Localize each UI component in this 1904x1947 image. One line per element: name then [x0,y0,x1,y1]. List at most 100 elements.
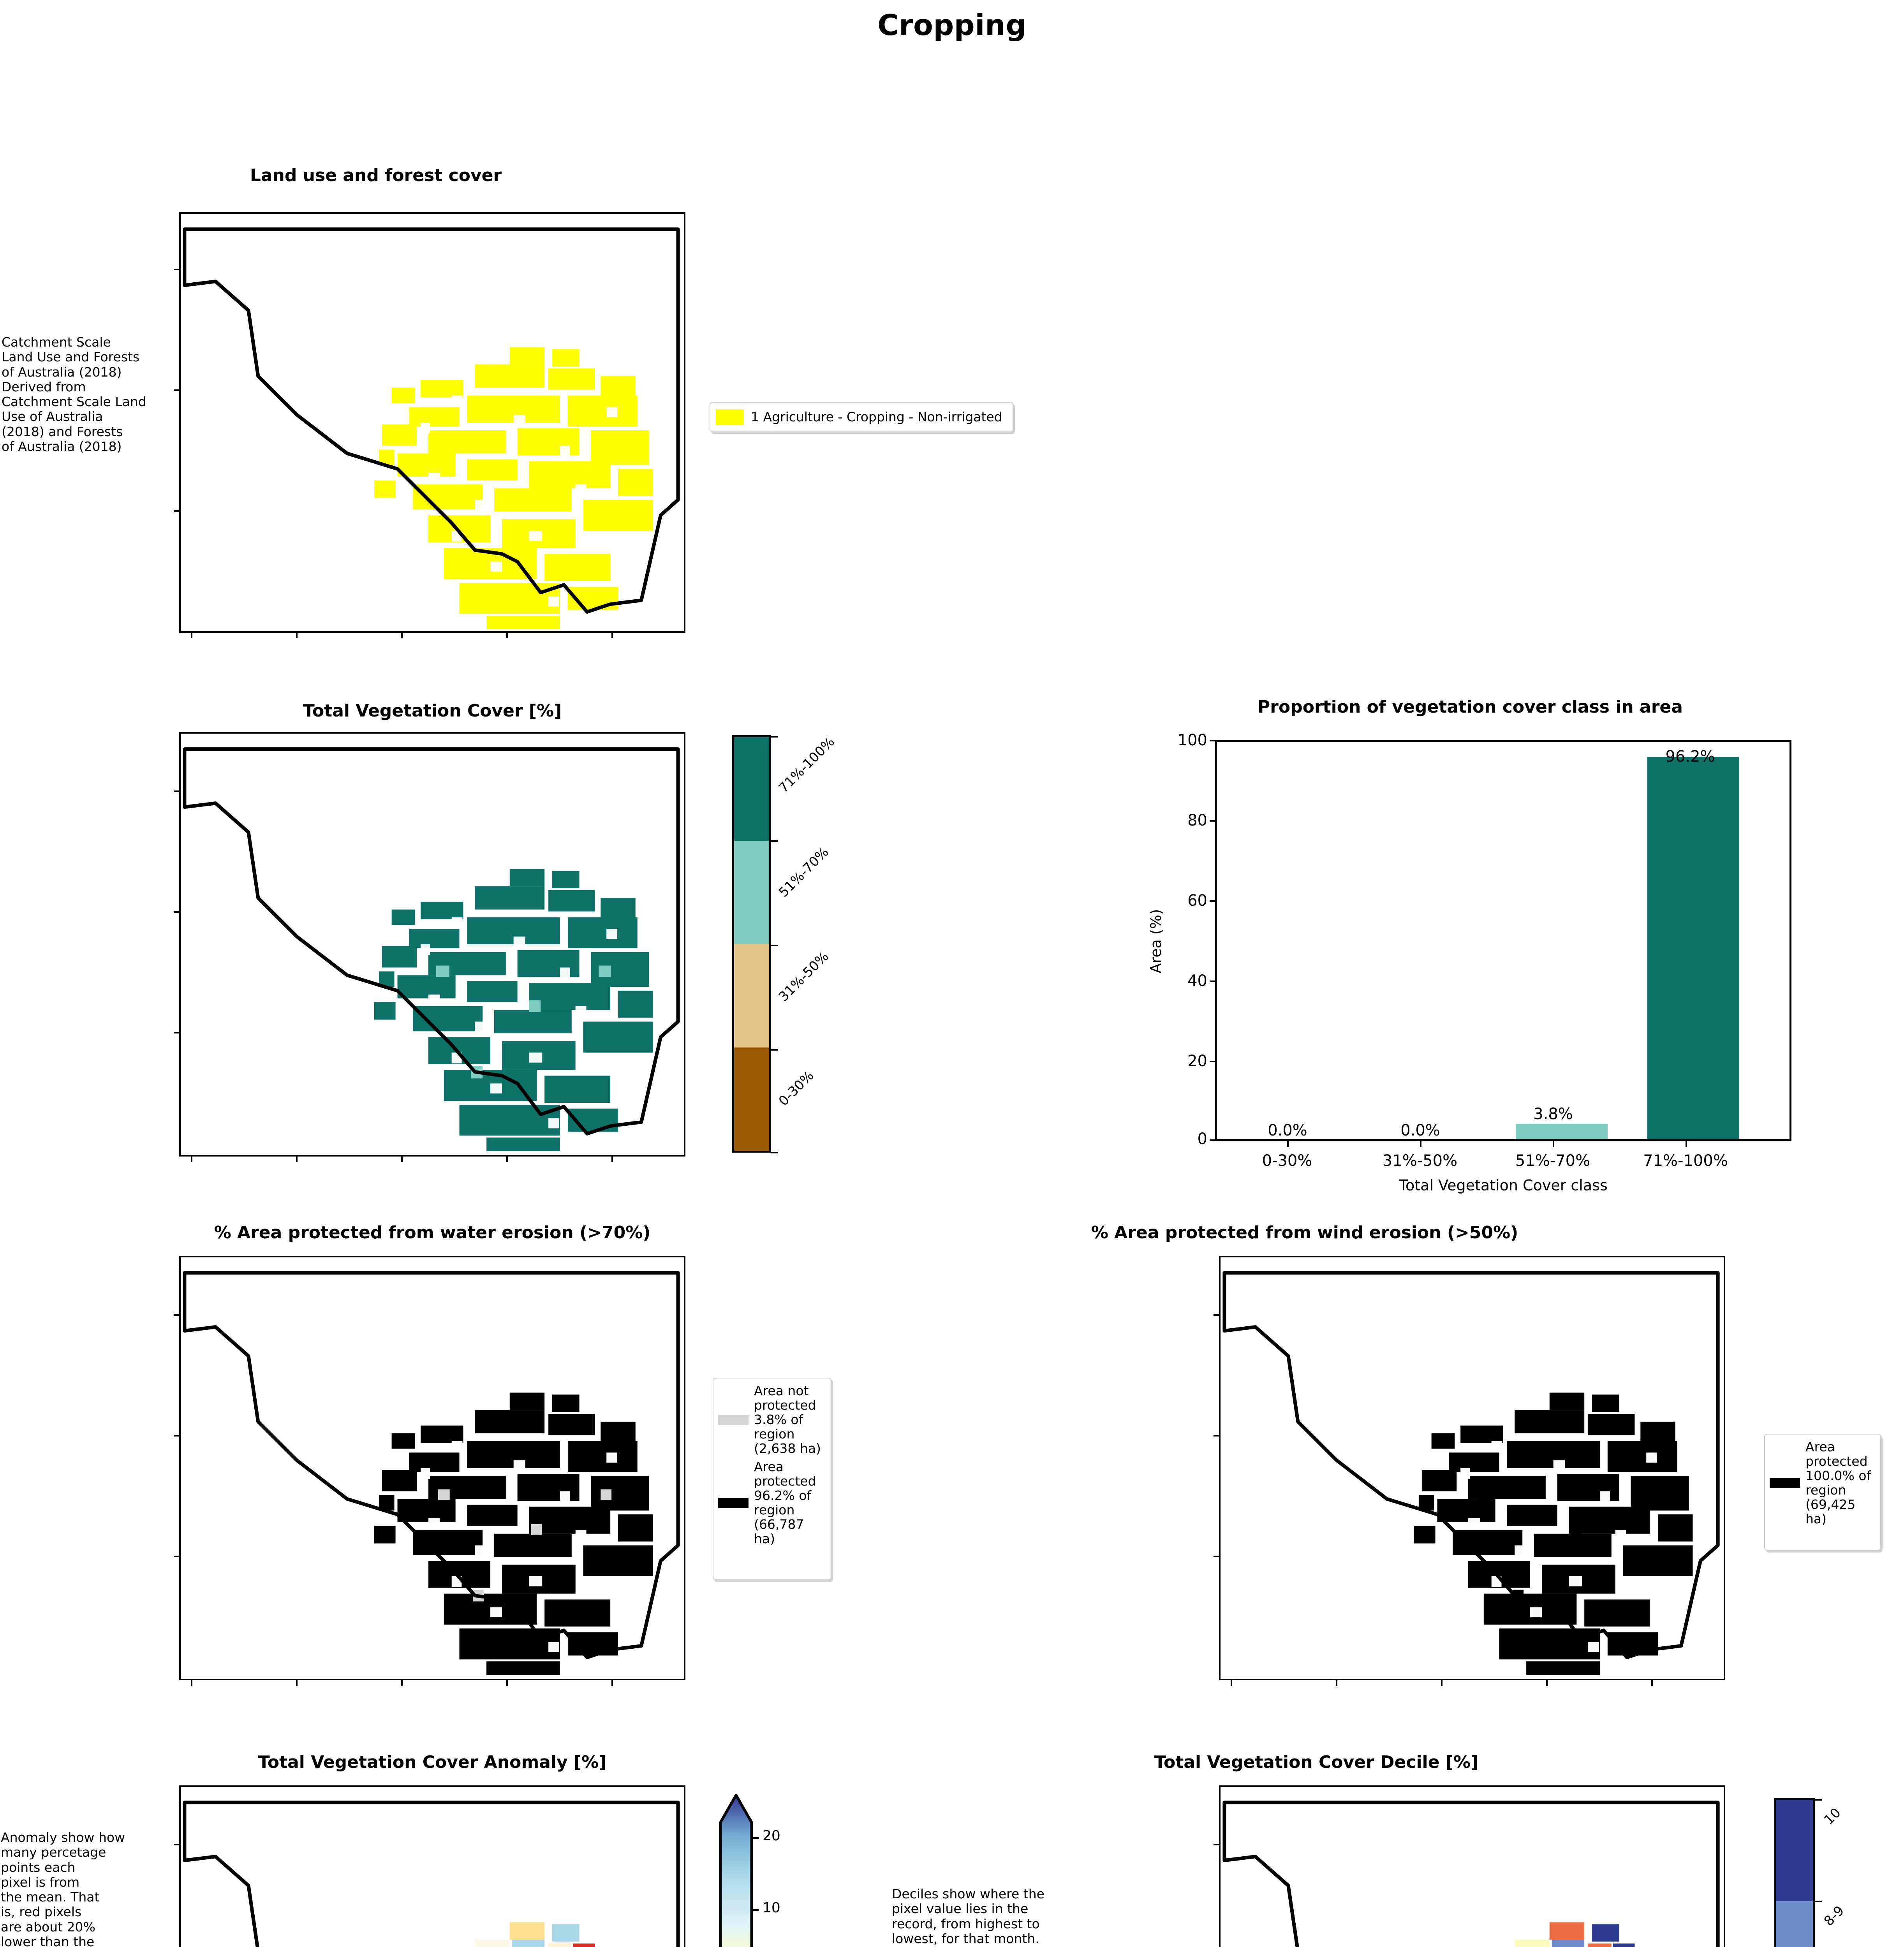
map-wind-erosion[interactable] [1219,1256,1725,1680]
axis-tick [1336,1680,1337,1686]
map-water-erosion-svg [183,1271,680,1675]
legend-label-not-protected: Area not protected 3.8% of region (2,638… [754,1383,821,1456]
ytick-label-40: 40 [1187,972,1207,990]
legend-land-use[interactable]: 1 Agriculture - Cropping - Non-irrigated [710,402,1013,432]
cbar-tick [771,840,778,842]
xtick-label-0-30: 0-30% [1262,1152,1312,1170]
cbar-tick [752,1909,759,1911]
chart-xlabel: Total Vegetation Cover class [1399,1177,1608,1194]
cbar-label-anomaly-10: 10 [763,1900,780,1916]
axis-tick [1231,1680,1232,1686]
ytick-label-0: 0 [1197,1130,1207,1148]
cbar-tick [771,945,778,946]
land-use-caption: Catchment Scale Land Use and Forests of … [2,334,146,454]
legend-label-protected: Area protected 96.2% of region (66,787 h… [754,1459,816,1546]
axis-tick [191,1680,192,1686]
axis-tick [174,1032,179,1033]
cbar-tick [771,736,778,738]
cbar-tick [752,1837,759,1839]
legend-wind-erosion[interactable]: Area protected 100.0% of region (69,425 … [1764,1434,1881,1551]
axis-tick [191,1157,192,1162]
bar-label-71-100: 96.2% [1665,748,1715,766]
cbar-segment-31-50 [734,944,769,1047]
colorbar-anomaly[interactable] [713,1787,763,1947]
map-anomaly-svg [183,1801,680,1947]
axis-tick [506,1680,508,1686]
cbar-label-31-50: 31%-50% [775,949,832,1005]
ytick-label-80: 80 [1187,812,1207,829]
legend-swatch-not-protected [718,1415,749,1425]
legend-item-not-protected: Area not protected 3.8% of region (2,638… [718,1384,826,1456]
ytick-mark [1210,1061,1216,1062]
ytick-label-20: 20 [1187,1052,1207,1070]
xtick-mark [1420,1141,1421,1147]
map-land-use-svg [183,227,680,630]
panel-title-decile: Total Vegetation Cover Decile [%] [1154,1752,1479,1772]
legend-water-erosion[interactable]: Area not protected 3.8% of region (2,638… [713,1378,831,1580]
chart-plot-area [1215,740,1791,1141]
axis-tick [174,911,179,913]
protected-pixels [1414,1392,1693,1675]
cbar-label-anomaly-20: 20 [763,1828,780,1844]
axis-tick [174,790,179,792]
axis-tick [401,1157,403,1162]
axis-tick [296,633,298,638]
map-anomaly[interactable] [179,1785,685,1947]
decile-pixels [1515,1922,1635,1947]
bar-label-0-30: 0.0% [1268,1121,1307,1139]
legend-swatch-protected [1770,1478,1800,1488]
cbar-tick [1815,1901,1822,1902]
cropping-pixels [374,347,653,630]
axis-tick [174,269,179,270]
ytick-mark [1210,1139,1216,1141]
axis-tick [191,633,192,638]
axis-tick [611,1157,613,1162]
map-water-erosion[interactable] [179,1256,685,1680]
ytick-mark [1210,900,1216,902]
bar-51-70[interactable] [1516,1124,1608,1139]
page-title: Cropping [877,9,1027,42]
cbar-segment-decile-10 [1776,1800,1813,1901]
axis-tick [506,1157,508,1162]
map-total-veg-cover-svg [183,747,680,1151]
legend-label-cropping: 1 Agriculture - Cropping - Non-irrigated [751,409,1002,424]
anomaly-caption: Anomaly show how many percetage points e… [1,1830,125,1947]
axis-tick [401,1680,403,1686]
map-decile[interactable] [1219,1785,1725,1947]
veg-cover-pixels-mid [436,965,611,1079]
legend-item-protected: Area protected 96.2% of region (66,787 h… [718,1459,826,1546]
map-land-use[interactable] [179,212,685,633]
axis-tick [401,633,403,638]
cbar-label-71-100: 71%-100% [775,734,838,796]
bar-71-100[interactable] [1647,757,1739,1139]
panel-title-anomaly: Total Vegetation Cover Anomaly [%] [258,1752,607,1772]
legend-row: 1 Agriculture - Cropping - Non-irrigated [716,409,1002,425]
xtick-label-31-50: 31%-50% [1382,1152,1458,1170]
axis-tick [1214,1435,1219,1436]
ytick-label-100: 100 [1177,731,1207,749]
axis-tick [1546,1680,1548,1686]
colorbar-decile[interactable] [1774,1798,1815,1947]
xtick-mark [1287,1141,1289,1147]
axis-tick [1214,1556,1219,1557]
bar-label-51-70: 3.8% [1533,1105,1573,1123]
ytick-mark [1210,981,1216,982]
cbar-label-0-30: 0-30% [775,1068,817,1109]
cbar-segment-0-30 [734,1047,769,1151]
cbar-label-decile-10: 10 [1821,1805,1844,1828]
xtick-label-51-70: 51%-70% [1515,1152,1590,1170]
axis-tick [174,1844,179,1845]
legend-label-protected: Area protected 100.0% of region (69,425 … [1805,1439,1871,1526]
axis-tick [1441,1680,1443,1686]
decile-caption: Deciles show where the pixel value lies … [892,1886,1044,1947]
panel-title-land-use: Land use and forest cover [250,165,502,185]
map-total-veg-cover[interactable] [179,732,685,1157]
colorbar-total-veg-cover[interactable] [732,735,771,1153]
cbar-label-51-70: 51%-70% [775,844,832,901]
axis-tick [174,1556,179,1557]
panel-title-wind-erosion: % Area protected from wind erosion (>50%… [1091,1223,1518,1243]
cbar-segment-decile-8-9 [1776,1901,1813,1947]
cbar-segment-51-70 [734,840,769,944]
axis-tick [174,389,179,391]
